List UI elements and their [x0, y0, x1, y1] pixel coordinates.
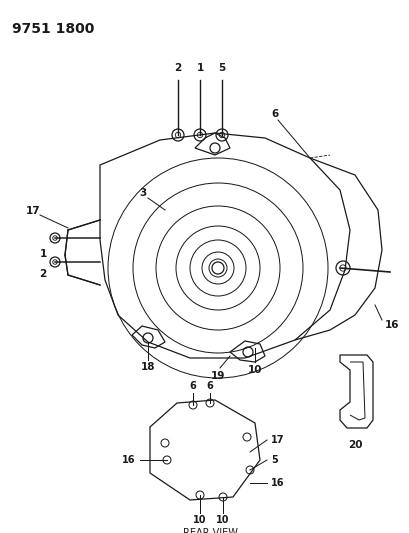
Text: 5: 5 [218, 63, 225, 73]
Circle shape [211, 262, 223, 274]
Text: 19: 19 [210, 371, 225, 381]
Text: 16: 16 [270, 478, 284, 488]
Text: 6: 6 [189, 381, 196, 391]
Text: 16: 16 [121, 455, 135, 465]
Text: REAR VIEW: REAR VIEW [182, 528, 237, 533]
Text: 10: 10 [216, 515, 229, 525]
Text: 10: 10 [247, 365, 262, 375]
Text: 16: 16 [384, 320, 398, 330]
Text: 1: 1 [39, 249, 47, 259]
Text: 6: 6 [271, 109, 278, 119]
Text: 17: 17 [270, 435, 284, 445]
Text: 9751 1800: 9751 1800 [12, 22, 94, 36]
Text: 18: 18 [140, 362, 155, 372]
Text: 1: 1 [196, 63, 203, 73]
Text: 5: 5 [270, 455, 277, 465]
Text: 2: 2 [174, 63, 181, 73]
Text: 6: 6 [206, 381, 213, 391]
Text: 20: 20 [347, 440, 362, 450]
Text: 17: 17 [26, 206, 40, 216]
Text: 10: 10 [193, 515, 206, 525]
Text: 2: 2 [39, 269, 47, 279]
Text: 3: 3 [139, 188, 146, 198]
